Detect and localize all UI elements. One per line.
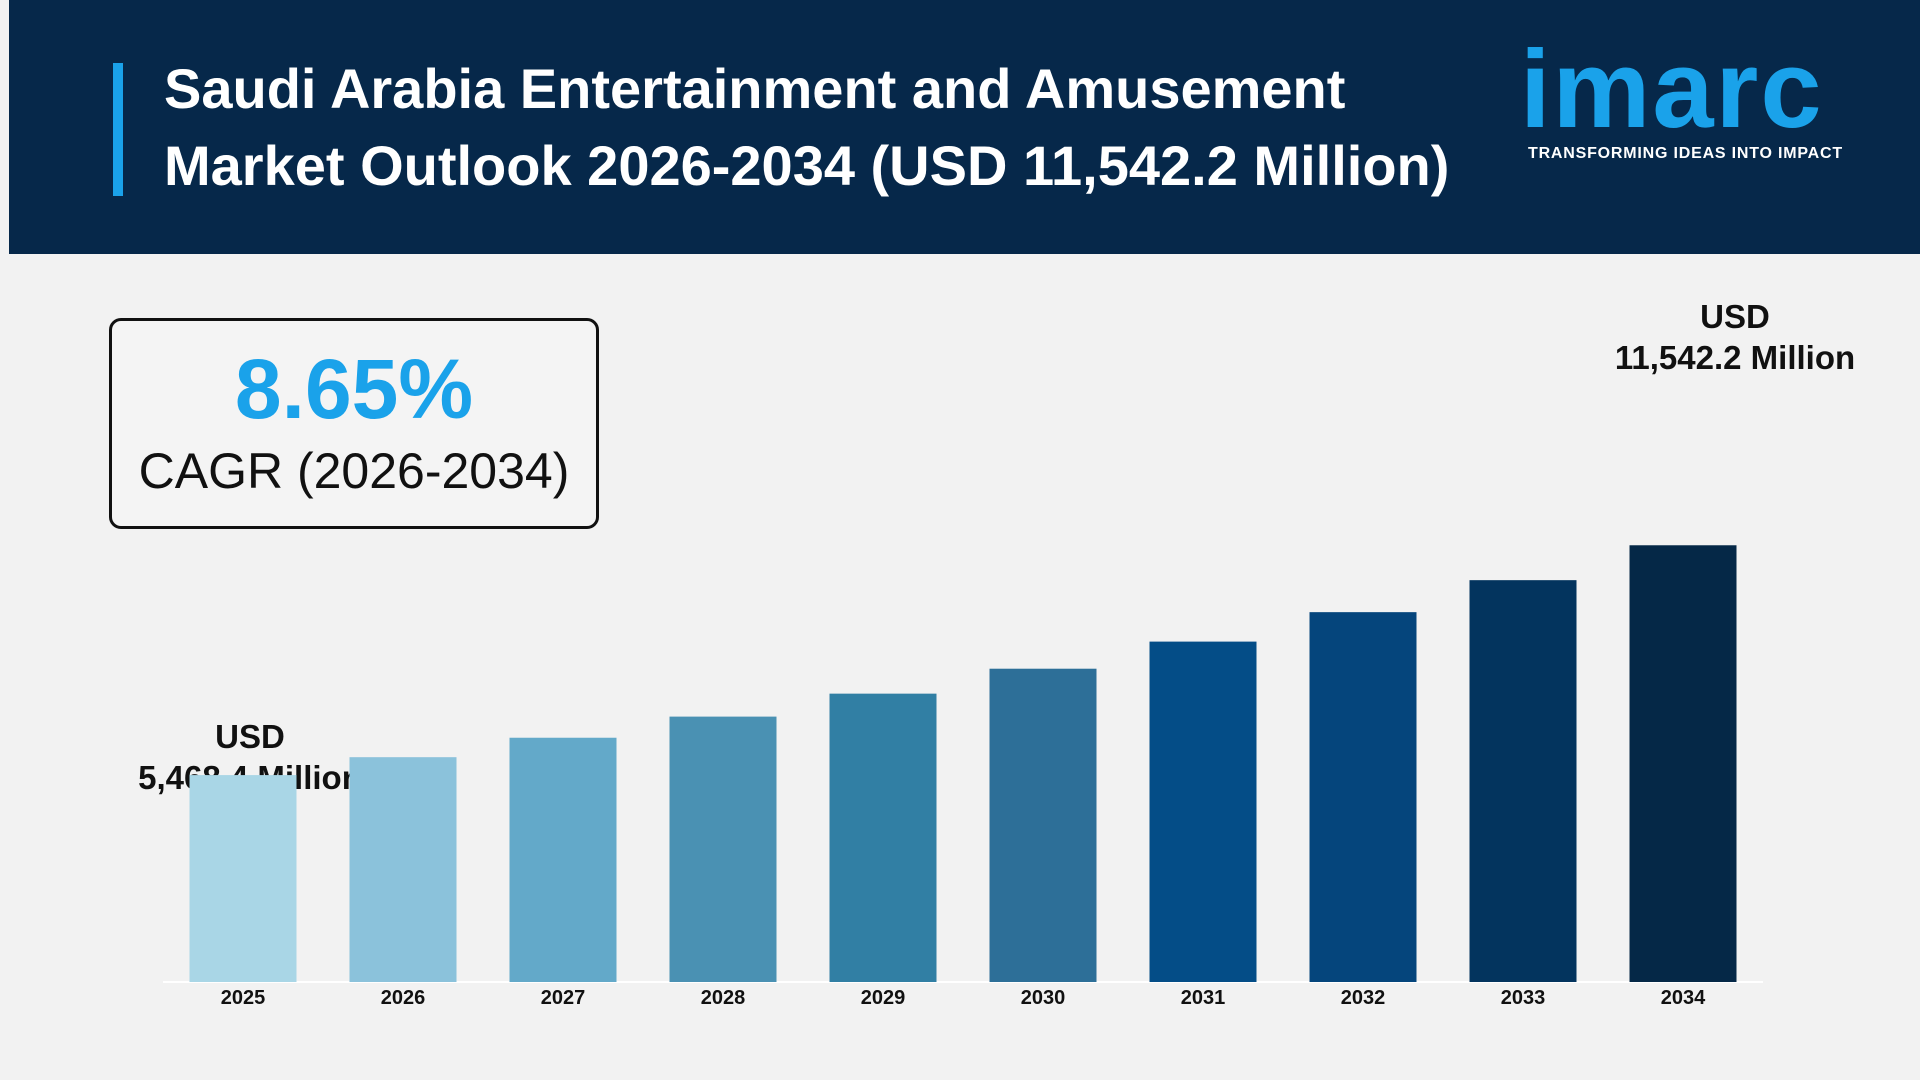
x-tick-label-2028: 2028 <box>701 987 746 1009</box>
x-tick-label-2026: 2026 <box>381 987 426 1009</box>
header-banner <box>9 0 1920 254</box>
title-accent-bar <box>113 63 123 196</box>
x-tick-label-2025: 2025 <box>221 987 266 1009</box>
cagr-box: 8.65% CAGR (2026-2034) <box>109 318 599 529</box>
bar-2033 <box>1469 580 1577 982</box>
x-tick-label-2029: 2029 <box>861 987 906 1009</box>
x-tick-label-2031: 2031 <box>1181 987 1226 1009</box>
callout-2034-value: 11,542.2 Million <box>1614 339 1856 376</box>
bar-2030 <box>989 668 1097 982</box>
callout-2034: USD 11,542.2 Million <box>1595 296 1875 378</box>
bar-2027 <box>509 737 617 982</box>
bar-2025 <box>189 775 297 982</box>
bar-2026 <box>349 757 457 982</box>
bar-2031 <box>1149 641 1257 982</box>
logo-wordmark: imarc <box>1520 28 1824 151</box>
x-tick-label-2033: 2033 <box>1501 987 1546 1009</box>
x-tick-label-2030: 2030 <box>1021 987 1066 1009</box>
x-tick-label-2032: 2032 <box>1341 987 1386 1009</box>
imarc-logo: imarc TRANSFORMING IDEAS INTO IMPACT <box>1520 22 1860 172</box>
x-tick-label-2034: 2034 <box>1661 987 1706 1009</box>
title-line-1: Saudi Arabia Entertainment and Amusement <box>164 57 1346 120</box>
cagr-label: CAGR (2026-2034) <box>138 443 570 499</box>
callout-2025-currency: USD <box>215 718 285 755</box>
logo-tagline: TRANSFORMING IDEAS INTO IMPACT <box>1528 145 1843 162</box>
title-line-2: Market Outlook 2026-2034 (USD 11,542.2 M… <box>164 134 1450 197</box>
page-title: Saudi Arabia Entertainment and Amusement… <box>164 50 1514 204</box>
bar-2028 <box>669 716 777 982</box>
bar-2034 <box>1629 545 1737 982</box>
bar-2032 <box>1309 612 1417 982</box>
cagr-value: 8.65% <box>234 342 474 436</box>
x-tick-label-2027: 2027 <box>541 987 586 1009</box>
callout-2034-currency: USD <box>1700 298 1770 335</box>
bar-2029 <box>829 693 937 982</box>
